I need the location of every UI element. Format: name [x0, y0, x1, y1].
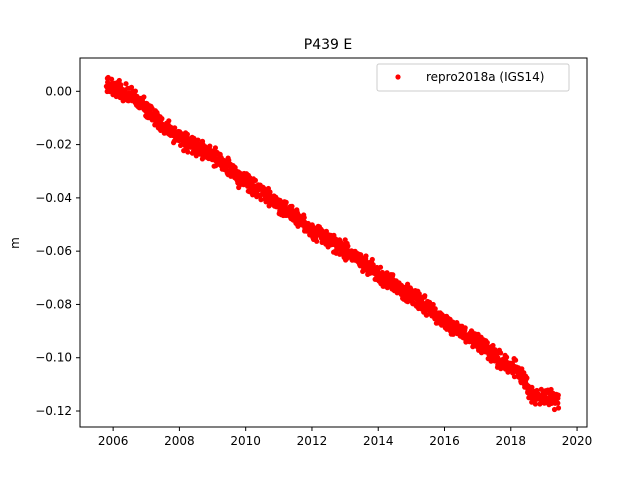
- data-point: [551, 406, 558, 413]
- data-point: [462, 325, 468, 331]
- y-tick-label: −0.08: [35, 297, 72, 311]
- y-tick-label: −0.02: [35, 138, 72, 152]
- data-point: [159, 116, 165, 122]
- data-point: [490, 342, 496, 349]
- data-point: [504, 354, 510, 360]
- data-point: [195, 137, 201, 143]
- data-point: [363, 253, 369, 259]
- data-point: [116, 77, 122, 84]
- data-point: [184, 131, 190, 137]
- y-axis-label: m: [8, 237, 22, 249]
- data-point: [532, 401, 539, 407]
- data-point: [345, 243, 351, 249]
- data-point: [185, 149, 191, 155]
- data-point: [524, 375, 530, 381]
- data-point: [289, 203, 295, 209]
- data-point: [283, 199, 289, 205]
- data-point: [498, 350, 504, 356]
- x-tick-label: 2006: [98, 434, 129, 448]
- data-point: [424, 312, 430, 318]
- data-point: [301, 215, 307, 221]
- y-tick-label: −0.12: [35, 404, 72, 418]
- x-tick-label: 2016: [429, 434, 460, 448]
- data-point: [132, 88, 138, 94]
- data-point: [141, 94, 147, 100]
- data-point: [267, 189, 273, 195]
- data-point: [252, 177, 258, 183]
- data-point: [548, 386, 554, 393]
- legend-box: [376, 63, 570, 92]
- x-tick-label: 2010: [230, 434, 261, 448]
- legend-label: repro2018a (IGS14): [426, 70, 544, 84]
- axes: 2006 2008 2010 2012 2014 2016 2018 2020 0.00 −0.0…: [35, 57, 593, 448]
- data-points: [103, 74, 562, 413]
- data-point: [226, 157, 232, 163]
- data-point: [212, 145, 218, 151]
- legend-marker: [395, 74, 401, 80]
- data-point: [390, 272, 396, 278]
- data-point: [377, 264, 384, 270]
- x-tick-label: 2012: [297, 434, 328, 448]
- x-tick-label: 2020: [562, 434, 593, 448]
- y-tick-label: −0.10: [35, 351, 72, 365]
- data-point: [207, 143, 213, 149]
- data-point: [405, 281, 411, 287]
- data-point: [258, 197, 264, 203]
- data-point: [422, 293, 428, 299]
- chart-title: P439 E: [304, 37, 352, 53]
- data-point: [513, 357, 519, 363]
- legend: repro2018a (IGS14): [376, 63, 570, 92]
- x-tick-label: 2014: [363, 434, 394, 448]
- data-point: [123, 81, 129, 87]
- x-tick-label: 2018: [496, 434, 527, 448]
- data-point: [109, 76, 115, 82]
- data-point: [430, 301, 436, 308]
- data-point: [555, 405, 562, 411]
- data-point: [555, 400, 561, 406]
- data-point: [314, 238, 320, 244]
- plot-frame: [79, 57, 588, 428]
- y-tick-label: −0.06: [35, 244, 72, 258]
- data-point: [369, 256, 375, 263]
- data-point: [484, 340, 490, 346]
- data-point: [172, 125, 178, 131]
- y-tick-label: 0.00: [45, 84, 72, 98]
- data-point: [529, 384, 535, 390]
- data-point: [166, 118, 172, 124]
- y-tick-label: −0.04: [35, 191, 72, 205]
- data-point: [555, 392, 561, 398]
- x-tick-label: 2008: [164, 434, 195, 448]
